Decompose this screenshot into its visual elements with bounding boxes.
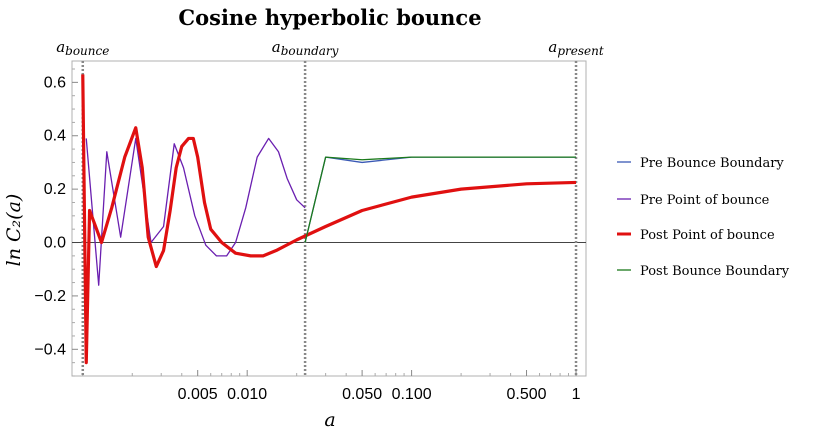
legend: Pre Bounce Boundary Pre Point of bounce Po… <box>617 156 790 279</box>
legend-label: Pre Point of bounce <box>640 193 770 208</box>
y-tick-label: 0.0 <box>44 235 66 252</box>
x-tick-label: 0.050 <box>342 386 382 403</box>
legend-label: Post Point of bounce <box>640 228 775 243</box>
series-line-1 <box>304 156 577 243</box>
plot-frame <box>71 60 587 377</box>
vertical-lines <box>81 61 578 376</box>
legend-label: Post Bounce Boundary <box>640 264 790 279</box>
legend-label: Pre Bounce Boundary <box>640 156 784 171</box>
chart-title: Cosine hyperbolic bounce <box>178 5 481 30</box>
series-line-3 <box>81 74 577 365</box>
y-tick-label: −0.4 <box>34 341 66 358</box>
vertical-line-label: apresent <box>548 38 603 58</box>
series-line-4 <box>304 156 577 243</box>
x-tick-label: 0.010 <box>227 386 267 403</box>
y-tick-label: 0.2 <box>44 181 66 198</box>
x-axis-label: a <box>324 409 335 431</box>
x-tick-label: 0.100 <box>392 386 432 403</box>
series-group <box>81 74 577 365</box>
x-tick-label: 0.500 <box>507 386 547 403</box>
y-axis-label: ln C₂(a) <box>3 194 25 267</box>
vertical-line-labels: abounce aboundary apresent <box>56 38 604 58</box>
x-tick-label: 0.005 <box>178 386 218 403</box>
plot-frame-rect <box>71 60 587 377</box>
y-tick-label: 0.6 <box>44 74 66 91</box>
vertical-line-label: aboundary <box>272 38 339 58</box>
y-tick-label: −0.2 <box>34 288 66 305</box>
x-tick-label: 1 <box>572 386 581 403</box>
series-line-2 <box>85 137 306 286</box>
y-tick-label: 0.4 <box>44 128 66 145</box>
axis-ticks: 0.6 0.4 0.2 0.0 −0.2 −0.4 0.005 0.010 0.050 0.100… <box>34 68 581 403</box>
vertical-line-label: abounce <box>56 38 109 58</box>
